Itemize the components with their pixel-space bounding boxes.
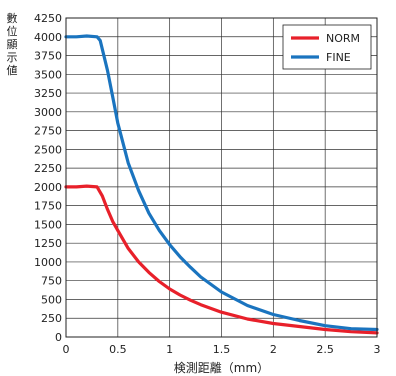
x-tick-label: 1: [166, 343, 173, 356]
x-tick-label: 2.5: [316, 343, 334, 356]
y-tick-label: 2250: [34, 162, 62, 175]
y-tick-label: 0: [55, 331, 62, 344]
y-tick-label: 4000: [34, 31, 62, 44]
y-axis-label-char: 位: [7, 24, 18, 38]
y-tick-labels: 0 250 500 750 1000 1250 1500 1750 2000 2250 2500 27…: [34, 12, 62, 344]
y-tick-label: 250: [41, 312, 62, 325]
x-axis-label: 検測距離（mm）: [174, 361, 269, 375]
y-tick-label: 3250: [34, 87, 62, 100]
x-tick-label: 0: [63, 343, 70, 356]
y-tick-label: 2500: [34, 143, 62, 156]
x-tick-label: 3: [374, 343, 381, 356]
y-tick-label: 1000: [34, 256, 62, 269]
y-tick-label: 3750: [34, 50, 62, 63]
series-line-norm: [64, 184, 379, 335]
y-tick-label: 750: [41, 275, 62, 288]
y-axis-label-char: 示: [7, 51, 18, 64]
y-tick-label: 3500: [34, 68, 62, 81]
legend-box: [282, 24, 372, 70]
x-tick-label: 1.5: [213, 343, 231, 356]
legend-label-norm: NORM: [326, 32, 360, 45]
legend: NORM FINE: [282, 24, 372, 70]
y-axis-label-char: 値: [7, 64, 18, 77]
x-tick-labels: 0 0.5 1 1.5 2 2.5 3: [63, 343, 381, 356]
y-tick-label: 4250: [34, 12, 62, 25]
y-tick-label: 500: [41, 293, 62, 306]
series-line-fine: [64, 34, 379, 332]
y-axis-label-char: 顯: [7, 38, 18, 51]
y-tick-label: 2750: [34, 125, 62, 138]
series-lines: [64, 34, 379, 335]
legend-label-fine: FINE: [326, 51, 351, 64]
y-tick-label: 1250: [34, 237, 62, 250]
y-axis-label-char: 數: [7, 12, 18, 25]
x-tick-label: 2: [270, 343, 277, 356]
y-tick-label: 1500: [34, 218, 62, 231]
plot-frame: [65, 17, 378, 338]
y-tick-label: 3000: [34, 106, 62, 119]
y-tick-label: 2000: [34, 181, 62, 194]
y-tick-label: 1750: [34, 200, 62, 213]
x-tick-label: 0.5: [109, 343, 127, 356]
